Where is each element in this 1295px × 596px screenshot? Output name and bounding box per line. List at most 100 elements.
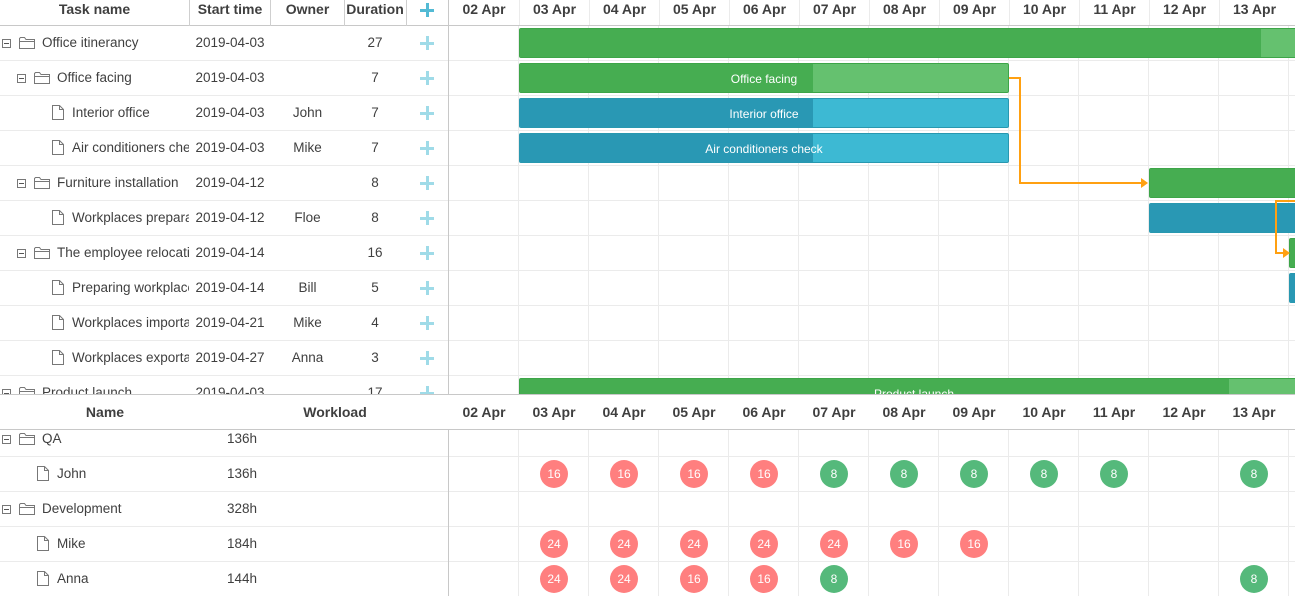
task-row[interactable]: The employee relocation 2019-04-14 16 xyxy=(0,236,448,271)
collapse-toggle-icon[interactable] xyxy=(2,39,11,48)
column-header-name[interactable]: Name xyxy=(85,404,125,420)
task-row[interactable]: Furniture installation 2019-04-12 8 xyxy=(0,166,448,201)
task-row[interactable]: Office facing 2019-04-03 7 xyxy=(0,61,448,96)
task-row[interactable]: Workplaces exportation 2019-04-27 Anna 3 xyxy=(0,341,448,376)
add-subtask-icon[interactable] xyxy=(420,71,434,85)
workload-circle[interactable]: 8 xyxy=(890,460,918,488)
add-subtask-icon[interactable] xyxy=(420,211,434,225)
workload-circle[interactable]: 16 xyxy=(680,565,708,593)
collapse-toggle-icon[interactable] xyxy=(17,249,26,258)
add-subtask-icon[interactable] xyxy=(420,246,434,260)
date-header-cell: 04 Apr xyxy=(602,404,646,420)
add-subtask-icon[interactable] xyxy=(420,176,434,190)
grid-timeline-divider[interactable] xyxy=(448,0,449,596)
resource-row[interactable]: John 136h xyxy=(0,457,448,492)
task-row[interactable]: Workplaces preparation 2019-04-12 Floe 8 xyxy=(0,201,448,236)
timeline-grid-column xyxy=(1008,26,1009,394)
workload-circle[interactable]: 24 xyxy=(680,530,708,558)
resource-row[interactable]: Development 328h xyxy=(0,492,448,527)
task-owner: Mike xyxy=(293,140,322,155)
workload-circle[interactable]: 8 xyxy=(1240,460,1268,488)
resource-row[interactable]: Anna 144h xyxy=(0,562,448,596)
add-task-icon[interactable] xyxy=(420,3,434,17)
task-row[interactable]: Office itinerancy 2019-04-03 27 xyxy=(0,26,448,61)
task-row[interactable]: Product launch 2019-04-03 17 xyxy=(0,376,448,394)
workload-circle[interactable]: 16 xyxy=(540,460,568,488)
task-row[interactable]: Preparing workplaces 2019-04-14 Bill 5 xyxy=(0,271,448,306)
workload-circle[interactable]: 24 xyxy=(750,530,778,558)
workload-circle[interactable]: 8 xyxy=(960,460,988,488)
task-row[interactable]: Air conditioners check 2019-04-03 Mike 7 xyxy=(0,131,448,166)
task-bar[interactable] xyxy=(1149,203,1295,233)
link-furniture-to-relocation[interactable] xyxy=(1275,200,1295,254)
timeline-grid-column xyxy=(658,26,659,394)
collapse-toggle-icon[interactable] xyxy=(2,435,11,444)
add-subtask-icon[interactable] xyxy=(420,106,434,120)
column-header-workload[interactable]: Workload xyxy=(303,404,367,420)
workload-circle[interactable]: 24 xyxy=(540,565,568,593)
add-subtask-icon[interactable] xyxy=(420,281,434,295)
workload-circle[interactable]: 16 xyxy=(890,530,918,558)
workload-circle[interactable]: 8 xyxy=(820,460,848,488)
column-header-task-name[interactable]: Task name xyxy=(58,1,131,17)
workload-circle[interactable]: 24 xyxy=(540,530,568,558)
link-office-facing-to-furniture[interactable] xyxy=(1009,77,1141,184)
task-bar[interactable]: Interior office xyxy=(519,98,1009,128)
task-owner: Bill xyxy=(298,280,317,295)
workload-circle[interactable]: 8 xyxy=(1240,565,1268,593)
bar-progress[interactable] xyxy=(520,29,1261,57)
workload-circle[interactable]: 24 xyxy=(610,530,638,558)
task-owner xyxy=(271,166,344,200)
bar-progress[interactable] xyxy=(1290,239,1295,267)
bar-progress[interactable] xyxy=(520,99,813,127)
project-bar[interactable]: Product launch xyxy=(519,378,1295,394)
collapse-toggle-icon[interactable] xyxy=(17,74,26,83)
workload-circle[interactable]: 24 xyxy=(610,565,638,593)
timeline-grid-row xyxy=(449,375,1295,376)
task-row[interactable]: Workplaces importation 2019-04-21 Mike 4 xyxy=(0,306,448,341)
task-name: Workplaces preparation xyxy=(72,210,189,225)
file-icon xyxy=(37,466,49,484)
task-start-time: 2019-04-14 xyxy=(195,245,265,260)
bar-progress[interactable] xyxy=(1150,169,1295,197)
workload-circle[interactable]: 8 xyxy=(820,565,848,593)
column-header-duration[interactable]: Duration xyxy=(346,1,404,17)
project-bar[interactable] xyxy=(1149,168,1295,198)
timeline-grid-column xyxy=(658,430,659,596)
bar-progress[interactable] xyxy=(1290,274,1295,302)
add-subtask-icon[interactable] xyxy=(420,141,434,155)
bar-progress[interactable] xyxy=(520,64,813,92)
bar-progress[interactable] xyxy=(1150,204,1295,232)
workload-circle[interactable]: 16 xyxy=(750,565,778,593)
column-header-owner[interactable]: Owner xyxy=(285,1,330,17)
collapse-toggle-icon[interactable] xyxy=(17,179,26,188)
workload-circle[interactable]: 8 xyxy=(1030,460,1058,488)
date-header-cell: 03 Apr xyxy=(532,404,576,420)
bar-progress[interactable] xyxy=(520,134,813,162)
workload-circle[interactable]: 8 xyxy=(1100,460,1128,488)
workload-circle[interactable]: 16 xyxy=(610,460,638,488)
task-bar[interactable] xyxy=(1289,273,1295,303)
resource-row[interactable]: QA 136h xyxy=(0,430,448,457)
collapse-toggle-icon[interactable] xyxy=(2,505,11,514)
task-row[interactable]: Interior office 2019-04-03 John 7 xyxy=(0,96,448,131)
collapse-toggle-icon[interactable] xyxy=(2,389,11,394)
link-arrow xyxy=(1141,178,1148,188)
workload-circle[interactable]: 24 xyxy=(820,530,848,558)
workload-circle[interactable]: 16 xyxy=(750,460,778,488)
add-subtask-icon[interactable] xyxy=(420,351,434,365)
add-subtask-icon[interactable] xyxy=(420,386,434,394)
project-bar[interactable]: Office facing xyxy=(519,63,1009,93)
add-subtask-icon[interactable] xyxy=(420,36,434,50)
timeline-grid-column xyxy=(1148,26,1149,394)
add-subtask-icon[interactable] xyxy=(420,316,434,330)
column-header-start-time[interactable]: Start time xyxy=(197,1,263,17)
resource-row[interactable]: Mike 184h xyxy=(0,527,448,562)
task-bar[interactable]: Air conditioners check xyxy=(519,133,1009,163)
project-bar[interactable] xyxy=(519,28,1295,58)
bar-progress[interactable] xyxy=(520,379,1230,394)
workload-circle[interactable]: 16 xyxy=(960,530,988,558)
bar-label: Office facing xyxy=(730,72,798,86)
task-name: Office itinerancy xyxy=(42,35,139,50)
workload-circle[interactable]: 16 xyxy=(680,460,708,488)
